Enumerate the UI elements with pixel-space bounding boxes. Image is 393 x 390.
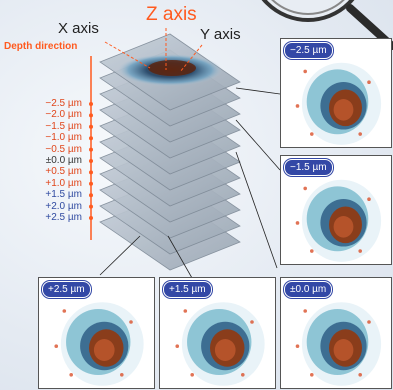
depth-level: +1.5 µm	[45, 189, 82, 201]
depth-badge: +1.5 µm	[163, 281, 212, 298]
depth-marker	[89, 147, 93, 152]
connector-lines	[99, 87, 281, 279]
depth-badge: −1.5 µm	[284, 159, 333, 176]
depth-marker	[89, 102, 93, 106]
depth-marker	[89, 113, 93, 118]
depth-level: −1.5 µm	[45, 120, 82, 132]
depth-marker	[89, 136, 93, 141]
cell-image	[295, 179, 382, 262]
depth-badge: +2.5 µm	[42, 281, 91, 298]
slice-panel-bottom-left: +2.5 µm	[38, 277, 155, 389]
cell-image	[175, 302, 265, 386]
slice-panel-right-bottom: ±0.0 µm	[280, 277, 392, 389]
depth-level: +2.5 µm	[45, 211, 82, 223]
depth-marker	[89, 216, 93, 220]
depth-badge: −2.5 µm	[284, 42, 333, 59]
depth-level-list: −2.5 µm −2.0 µm −1.5 µm −1.0 µm −0.5 µm …	[30, 98, 82, 223]
y-axis-label: Y axis	[200, 26, 241, 43]
slice-panel-right-mid: −1.5 µm	[280, 155, 392, 265]
cell-image	[295, 62, 382, 145]
depth-marker	[89, 193, 93, 198]
depth-level: −2.5 µm	[45, 98, 82, 109]
z-axis-label: Z axis	[146, 4, 197, 25]
depth-level: +1.0 µm	[45, 177, 82, 189]
x-axis-label: X axis	[58, 20, 99, 37]
cell-image	[54, 302, 144, 386]
depth-level: ±0.0 µm	[45, 154, 82, 166]
depth-level: +0.5 µm	[45, 166, 82, 178]
cell-image	[295, 302, 382, 386]
depth-marker	[89, 170, 93, 175]
slice-panel-bottom-mid: +1.5 µm	[159, 277, 276, 389]
depth-marker	[89, 159, 93, 163]
depth-marker	[89, 124, 93, 129]
depth-level: −1.0 µm	[45, 132, 82, 144]
slice-panel-right-top: −2.5 µm	[280, 38, 392, 148]
depth-level: −0.5 µm	[45, 143, 82, 155]
depth-marker	[89, 204, 93, 209]
depth-level: +2.0 µm	[45, 200, 82, 212]
depth-direction-title: Depth direction	[4, 41, 78, 52]
depth-marker	[89, 181, 93, 186]
depth-badge: ±0.0 µm	[284, 281, 333, 298]
depth-level: −2.0 µm	[45, 109, 82, 121]
